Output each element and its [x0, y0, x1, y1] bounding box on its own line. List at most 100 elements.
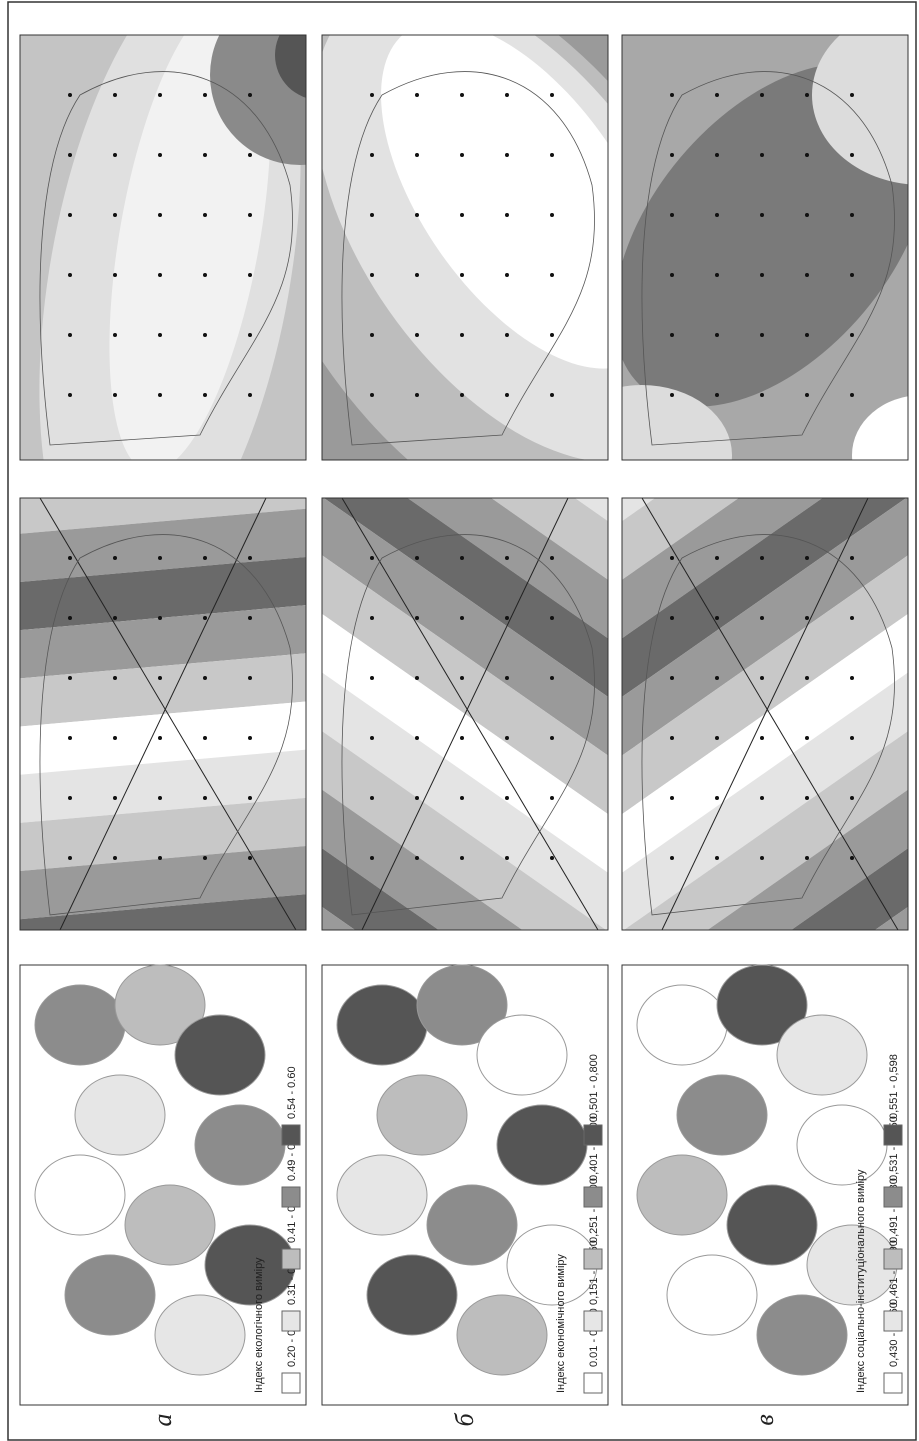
center-dot — [460, 393, 464, 397]
center-dot — [850, 616, 854, 620]
center-dot — [670, 393, 674, 397]
region — [477, 1015, 567, 1095]
center-dot — [203, 796, 207, 800]
center-dot — [113, 93, 117, 97]
center-dot — [203, 333, 207, 337]
center-dot — [670, 93, 674, 97]
center-dot — [670, 273, 674, 277]
center-dot — [760, 856, 764, 860]
center-dot — [113, 796, 117, 800]
region — [125, 1185, 215, 1265]
center-dot — [550, 393, 554, 397]
center-dot — [370, 393, 374, 397]
center-dot — [805, 616, 809, 620]
center-dot — [158, 796, 162, 800]
center-dot — [760, 93, 764, 97]
center-dot — [670, 153, 674, 157]
center-dot — [248, 796, 252, 800]
center-dot — [203, 676, 207, 680]
center-dot — [805, 393, 809, 397]
center-dot — [715, 273, 719, 277]
legend-title: Індекс економічного виміру — [555, 1254, 567, 1393]
center-dot — [370, 736, 374, 740]
center-dot — [158, 736, 162, 740]
region — [797, 1105, 887, 1185]
center-dot — [670, 676, 674, 680]
center-dot — [113, 333, 117, 337]
region — [757, 1295, 847, 1375]
center-dot — [203, 273, 207, 277]
center-dot — [113, 273, 117, 277]
center-dot — [248, 616, 252, 620]
center-dot — [113, 736, 117, 740]
center-dot — [505, 856, 509, 860]
center-dot — [760, 556, 764, 560]
legend-swatch — [884, 1249, 902, 1269]
center-dot — [805, 213, 809, 217]
region — [65, 1255, 155, 1335]
center-dot — [68, 393, 72, 397]
center-dot — [68, 796, 72, 800]
center-dot — [248, 213, 252, 217]
center-dot — [415, 93, 419, 97]
region — [337, 985, 427, 1065]
center-dot — [805, 676, 809, 680]
center-dot — [850, 556, 854, 560]
center-dot — [505, 153, 509, 157]
center-dot — [505, 616, 509, 620]
region — [637, 1155, 727, 1235]
center-dot — [715, 93, 719, 97]
center-dot — [370, 213, 374, 217]
legend-swatch — [884, 1311, 902, 1331]
center-dot — [715, 736, 719, 740]
center-dot — [370, 856, 374, 860]
center-dot — [248, 333, 252, 337]
center-dot — [370, 616, 374, 620]
center-dot — [415, 616, 419, 620]
center-dot — [715, 796, 719, 800]
center-dot — [460, 556, 464, 560]
legend-swatch — [584, 1311, 602, 1331]
center-dot — [805, 153, 809, 157]
center-dot — [158, 393, 162, 397]
center-dot — [68, 153, 72, 157]
center-dot — [715, 616, 719, 620]
center-dot — [113, 393, 117, 397]
center-dot — [460, 676, 464, 680]
center-dot — [550, 333, 554, 337]
center-dot — [415, 393, 419, 397]
region — [367, 1255, 457, 1335]
center-dot — [203, 213, 207, 217]
center-dot — [113, 616, 117, 620]
center-dot — [505, 676, 509, 680]
legend-title: Індекс соціально-інституціонального вимі… — [855, 1169, 867, 1393]
center-dot — [113, 556, 117, 560]
center-dot — [670, 333, 674, 337]
region — [427, 1185, 517, 1265]
center-dot — [68, 93, 72, 97]
center-dot — [850, 676, 854, 680]
center-dot — [370, 556, 374, 560]
center-dot — [113, 213, 117, 217]
center-dot — [550, 796, 554, 800]
center-dot — [68, 213, 72, 217]
center-dot — [68, 676, 72, 680]
center-dot — [68, 273, 72, 277]
center-dot — [68, 556, 72, 560]
region — [175, 1015, 265, 1095]
region — [777, 1015, 867, 1095]
center-dot — [415, 273, 419, 277]
center-dot — [760, 153, 764, 157]
center-dot — [68, 736, 72, 740]
center-dot — [460, 616, 464, 620]
center-dot — [370, 333, 374, 337]
region — [667, 1255, 757, 1335]
center-dot — [760, 616, 764, 620]
center-dot — [203, 153, 207, 157]
center-dot — [670, 796, 674, 800]
center-dot — [460, 273, 464, 277]
center-dot — [715, 393, 719, 397]
region — [35, 1155, 125, 1235]
center-dot — [460, 736, 464, 740]
center-dot — [670, 556, 674, 560]
